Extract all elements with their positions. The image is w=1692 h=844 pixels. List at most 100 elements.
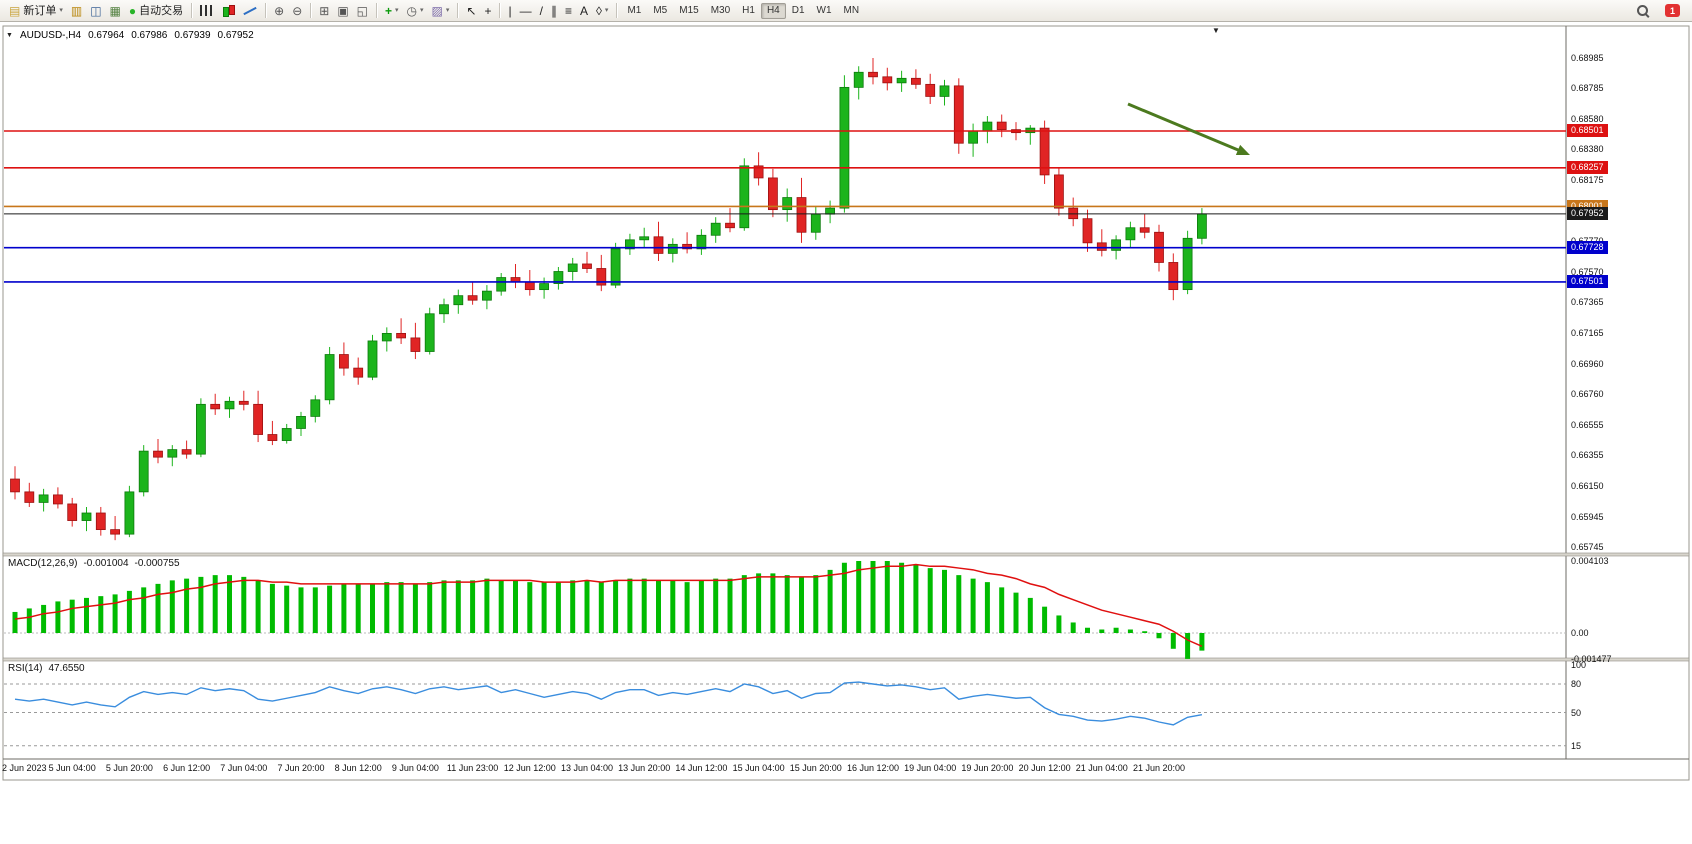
quote-open: 0.67964 bbox=[88, 30, 125, 41]
equidistant-channel-icon: ∥ bbox=[550, 3, 557, 18]
macd-indicator-label: MACD(12,26,9) -0.001004 -0.000755 bbox=[8, 558, 180, 569]
fibonacci-button[interactable]: ≡ bbox=[561, 2, 576, 20]
toolbar-buttons: ▤ 新订单 ▾ ▥ ◫ ▦ ● 自动交易 ⊕ ⊖ ⊞ ▣ ◱ + ▾ ◷ ▾ ▨ ▾ ↖ + | — / ∥ ≡ A ◊ ▾ M1 M5 M1… bbox=[5, 0, 865, 22]
crosshair-button[interactable]: + bbox=[480, 2, 495, 20]
candlestick-series bbox=[10, 57, 1207, 541]
auto-arrange-button[interactable]: ◱ bbox=[353, 2, 372, 20]
auto-trading-icon: ● bbox=[128, 3, 137, 18]
time-axis-label: 19 Jun 04:00 bbox=[904, 763, 957, 773]
timeframe-h1-button[interactable]: H1 bbox=[736, 3, 761, 19]
timeframe-m30-button[interactable]: M30 bbox=[705, 3, 736, 19]
vertical-line-button[interactable]: | bbox=[504, 2, 515, 20]
caret-down-icon: ▾ bbox=[445, 6, 450, 14]
notification-badge: 1 bbox=[1665, 4, 1680, 17]
price-axis-badge: 0.68501 bbox=[1567, 124, 1608, 137]
chart-shift-marker[interactable]: ▼ bbox=[1212, 26, 1220, 35]
timeframe-d1-button[interactable]: D1 bbox=[786, 3, 811, 19]
timeframe-w1-button[interactable]: W1 bbox=[811, 3, 838, 19]
search-button[interactable] bbox=[1632, 2, 1654, 20]
cascade-windows-icon: ▣ bbox=[337, 3, 349, 18]
price-axis-tick: 0.67570 bbox=[1571, 266, 1604, 277]
price-axis-tick: 0.68175 bbox=[1571, 175, 1604, 186]
templates-button[interactable]: ▨ ▾ bbox=[428, 2, 454, 20]
trend-arrow-annotation[interactable] bbox=[1127, 102, 1244, 154]
one-click-trading-collapse-icon[interactable]: ▼ bbox=[6, 32, 13, 39]
navigator-icon: ▦ bbox=[109, 3, 121, 18]
new-order-button[interactable]: ▤ 新订单 ▾ bbox=[5, 2, 67, 20]
trendline-button[interactable]: / bbox=[536, 2, 547, 20]
toolbar-separator bbox=[376, 3, 378, 18]
chart-line-button[interactable] bbox=[239, 2, 261, 20]
navigator-button[interactable]: ▦ bbox=[106, 2, 125, 20]
zoom-out-icon: ⊖ bbox=[292, 3, 303, 18]
timeframe-m5-button[interactable]: M5 bbox=[647, 3, 673, 19]
indicators-plus-icon: + bbox=[385, 3, 393, 18]
data-window-button[interactable]: ◫ bbox=[86, 2, 105, 20]
panel-separator[interactable] bbox=[2, 552, 1690, 557]
toolbar: ▤ 新订单 ▾ ▥ ◫ ▦ ● 自动交易 ⊕ ⊖ ⊞ ▣ ◱ + ▾ ◷ ▾ ▨ ▾ ↖ + | — / ∥ ≡ A ◊ ▾ M1 M5 M1… bbox=[0, 0, 1692, 22]
cascade-windows-button[interactable]: ▣ bbox=[333, 2, 352, 20]
macd-signal-value: -0.000755 bbox=[134, 558, 180, 569]
toolbar-right: 1 bbox=[1632, 2, 1687, 20]
data-window-icon: ◫ bbox=[90, 3, 102, 18]
macd-axis-tick: 0.004103 bbox=[1571, 555, 1609, 566]
timeframe-h4-button[interactable]: H4 bbox=[760, 2, 786, 19]
tile-windows-button[interactable]: ⊞ bbox=[315, 2, 333, 20]
macd-axis-tick: -0.001477 bbox=[1571, 653, 1612, 664]
caret-down-icon: ▾ bbox=[420, 6, 424, 14]
time-axis[interactable] bbox=[3, 760, 1689, 780]
price-axis-tick: 0.68785 bbox=[1571, 83, 1604, 94]
macd-axis-tick: 0.00 bbox=[1571, 628, 1589, 638]
zoom-in-button[interactable]: ⊕ bbox=[270, 2, 288, 20]
price-axis[interactable] bbox=[1567, 26, 1692, 759]
price-axis-tick: 0.67165 bbox=[1571, 327, 1604, 338]
text-button[interactable]: A bbox=[576, 2, 592, 20]
new-order-icon: ▤ bbox=[9, 3, 21, 18]
vertical-line-icon: | bbox=[508, 3, 512, 18]
price-axis-tick: 0.68985 bbox=[1571, 52, 1604, 63]
channel-button[interactable]: ∥ bbox=[547, 2, 561, 20]
auto-arrange-icon: ◱ bbox=[356, 3, 369, 18]
notifications-button[interactable]: 1 bbox=[1661, 2, 1684, 20]
macd-histogram bbox=[12, 561, 1205, 659]
timeframe-m15-button[interactable]: M15 bbox=[673, 3, 704, 19]
periods-button[interactable]: ◷ ▾ bbox=[403, 2, 428, 20]
price-axis-tick: 0.65945 bbox=[1571, 511, 1604, 522]
indicators-button[interactable]: + ▾ bbox=[381, 2, 403, 20]
time-axis-label: 12 Jun 12:00 bbox=[503, 763, 556, 773]
time-axis-label: 13 Jun 04:00 bbox=[560, 763, 614, 773]
auto-trading-button[interactable]: ● 自动交易 bbox=[125, 2, 187, 20]
timeframe-m1-button[interactable]: M1 bbox=[621, 3, 647, 19]
time-axis-label: 16 Jun 12:00 bbox=[846, 763, 900, 773]
new-order-button-label: 新订单 bbox=[23, 4, 57, 17]
price-axis-tick: 0.65745 bbox=[1571, 541, 1604, 552]
time-axis-label: 5 Jun 04:00 bbox=[48, 763, 96, 773]
chart-candles-button[interactable] bbox=[217, 2, 239, 20]
time-axis-label: 8 Jun 12:00 bbox=[334, 763, 382, 773]
quote-symbol: AUDUSD-,H4 bbox=[19, 30, 82, 41]
rsi-axis-tick: 100 bbox=[1571, 660, 1587, 670]
price-axis-tick: 0.66555 bbox=[1571, 419, 1604, 430]
shapes-button[interactable]: ◊ ▾ bbox=[592, 2, 612, 20]
cursor-button[interactable]: ↖ bbox=[462, 2, 480, 20]
rsi-axis-tick: 50 bbox=[1571, 707, 1582, 718]
time-axis-label: 13 Jun 20:00 bbox=[618, 763, 671, 773]
time-axis-label: 5 Jun 20:00 bbox=[105, 763, 153, 773]
panel-separator[interactable] bbox=[2, 657, 1690, 662]
time-axis-label: 21 Jun 04:00 bbox=[1075, 763, 1128, 773]
chart-bars-button[interactable] bbox=[196, 2, 217, 20]
trend-arrow-head bbox=[1235, 144, 1250, 156]
caret-down-icon: ▾ bbox=[59, 6, 63, 14]
price-axis-tick: 0.67365 bbox=[1571, 297, 1604, 308]
market-watch-button[interactable]: ▥ bbox=[67, 2, 86, 20]
toolbar-separator bbox=[499, 3, 501, 18]
horizontal-line-button[interactable]: — bbox=[516, 2, 536, 20]
time-axis-label: 15 Jun 04:00 bbox=[732, 763, 785, 773]
time-axis-label: 15 Jun 20:00 bbox=[789, 763, 842, 773]
trendline-icon: / bbox=[539, 3, 543, 18]
timeframe-mn-button[interactable]: MN bbox=[838, 3, 866, 19]
crosshair-icon: + bbox=[484, 3, 492, 18]
zoom-out-button[interactable]: ⊖ bbox=[288, 2, 306, 20]
